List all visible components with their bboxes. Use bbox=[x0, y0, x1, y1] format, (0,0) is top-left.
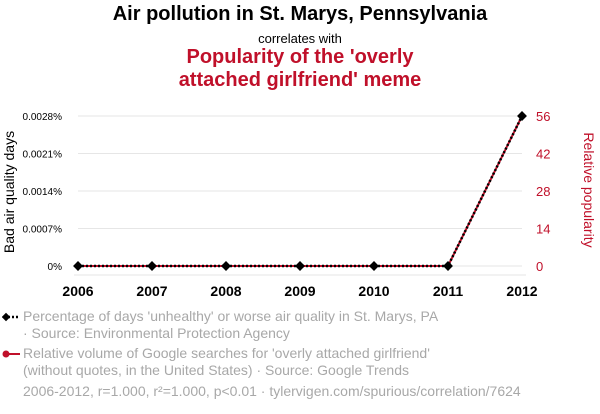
legend-text-google-searches-line-2: (without quotes, in the United States) ·… bbox=[23, 362, 409, 378]
x-tick-label: 2007 bbox=[136, 283, 167, 299]
y-tick-label-right: 14 bbox=[536, 222, 550, 237]
data-point-bad-air-quality-days bbox=[369, 261, 379, 271]
legend-swatch-red-line bbox=[2, 350, 20, 358]
chart-subtitle-line-1: Popularity of the 'overly bbox=[186, 46, 414, 68]
y-tick-label-left: 0% bbox=[48, 262, 63, 273]
data-point-bad-air-quality-days bbox=[147, 261, 157, 271]
x-tick-label: 2010 bbox=[358, 283, 389, 299]
x-tick-label: 2011 bbox=[433, 283, 464, 299]
y-tick-label-right: 0 bbox=[536, 259, 543, 274]
footer-stats: 2006-2012, r=1.000, r²=1.000, p<0.01 · t… bbox=[23, 383, 521, 399]
x-tick-label: 2006 bbox=[62, 283, 93, 299]
chart-connector-text: correlates with bbox=[258, 31, 342, 46]
chart-title: Air pollution in St. Marys, Pennsylvania bbox=[112, 3, 488, 25]
legend-text-google-searches-line-1: Relative volume of Google searches for '… bbox=[23, 345, 430, 361]
y-tick-label-left: 0.0007% bbox=[23, 225, 63, 236]
y-tick-label-right: 56 bbox=[536, 109, 550, 124]
legend-text-air-quality-line-2: · Source: Environmental Protection Agenc… bbox=[23, 325, 290, 341]
x-tick-label: 2012 bbox=[506, 283, 537, 299]
chart-subtitle: Popularity of the 'overly attached girlf… bbox=[0, 46, 600, 92]
data-point-bad-air-quality-days bbox=[221, 261, 231, 271]
y-axis-label-left: Bad air quality days bbox=[1, 131, 17, 253]
data-point-bad-air-quality-days bbox=[295, 261, 305, 271]
y-tick-label-right: 28 bbox=[536, 184, 550, 199]
legend-swatch-black-dotted bbox=[2, 312, 20, 322]
data-point-bad-air-quality-days bbox=[73, 261, 83, 271]
legend-text-air-quality: Percentage of days 'unhealthy' or worse … bbox=[23, 308, 438, 342]
y-tick-label-left: 0.0021% bbox=[23, 150, 63, 161]
x-tick-label: 2009 bbox=[284, 283, 315, 299]
data-point-bad-air-quality-days bbox=[443, 261, 453, 271]
x-tick-label: 2008 bbox=[210, 283, 241, 299]
y-tick-label-left: 0.0014% bbox=[23, 187, 63, 198]
y-axis-label-right: Relative popularity bbox=[581, 132, 597, 247]
legend-text-air-quality-line-1: Percentage of days 'unhealthy' or worse … bbox=[23, 308, 439, 324]
legend-text-google-searches: Relative volume of Google searches for '… bbox=[23, 345, 430, 379]
data-point-bad-air-quality-days bbox=[517, 111, 527, 121]
chart-subtitle-line-2: attached girlfriend' meme bbox=[178, 69, 422, 91]
y-tick-label-right: 42 bbox=[536, 147, 550, 162]
y-tick-label-left: 0.0028% bbox=[23, 112, 63, 123]
